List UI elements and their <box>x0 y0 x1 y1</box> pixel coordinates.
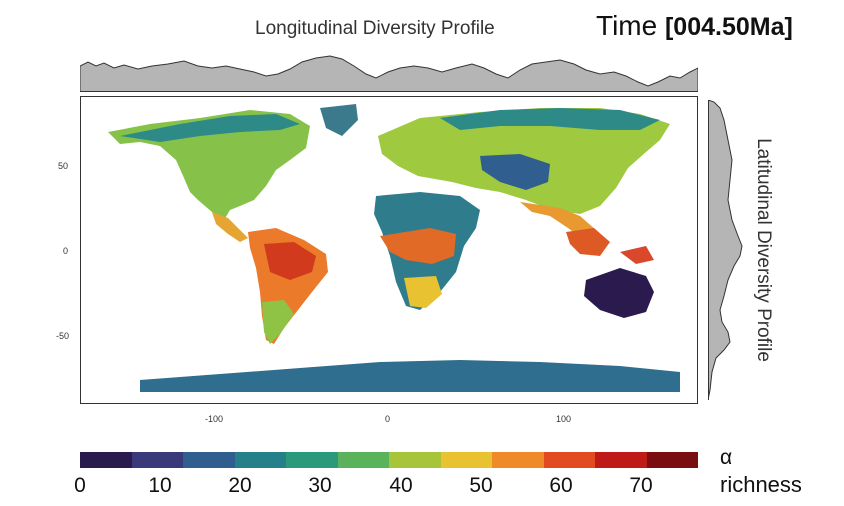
legend-symbol: α <box>720 446 733 469</box>
scale-tick-label: 30 <box>308 474 332 497</box>
amazon-core <box>264 242 316 280</box>
greenland <box>320 104 358 136</box>
scale-tick-label: 50 <box>469 474 493 497</box>
color-scale-segment <box>183 452 235 468</box>
color-scale-segment <box>286 452 338 468</box>
color-scale-segment <box>440 452 492 468</box>
color-scale-segment <box>80 452 132 468</box>
longitudinal-profile-area <box>80 55 698 92</box>
latitudinal-profile <box>708 100 743 400</box>
latitudinal-profile-area <box>708 100 743 400</box>
color-scale-segment <box>492 452 544 468</box>
longitudinal-profile-title: Longitudinal Diversity Profile <box>255 18 495 39</box>
legend-label: richness <box>720 472 802 497</box>
central-asia <box>480 154 550 190</box>
color-scale-segment <box>337 452 389 468</box>
color-scale-segment <box>131 452 183 468</box>
x-tick-label: -100 <box>205 414 224 424</box>
africa-rainforest <box>380 228 456 264</box>
antarctica <box>140 360 680 392</box>
time-display: Time [004.50Ma] <box>596 10 793 42</box>
y-tick-label: 0 <box>63 246 69 256</box>
scale-tick-label: 40 <box>389 474 413 497</box>
scale-tick-label: 70 <box>629 474 653 497</box>
richness-map <box>108 104 680 392</box>
color-scale-segment <box>234 452 286 468</box>
x-tick-label: 100 <box>556 414 572 424</box>
x-tick-label: 0 <box>385 414 391 424</box>
color-scale-segment <box>646 452 698 468</box>
siberia <box>440 108 660 130</box>
north-america-north <box>120 114 300 142</box>
scale-tick-label: 20 <box>228 474 252 497</box>
scale-tick-label: 0 <box>74 474 86 497</box>
africa-south <box>404 276 442 308</box>
color-scale-segment <box>595 452 647 468</box>
southeast-asia <box>566 228 610 256</box>
y-tick-label: -50 <box>56 331 70 341</box>
south-america-south <box>262 300 294 344</box>
scale-tick-label: 60 <box>549 474 573 497</box>
color-scale-segment <box>543 452 595 468</box>
y-tick-label: 50 <box>58 161 69 171</box>
new-guinea <box>620 246 654 264</box>
time-label: Time <box>596 10 658 41</box>
color-scale-segment <box>389 452 441 468</box>
longitudinal-profile <box>80 55 698 92</box>
time-value: [004.50Ma] <box>664 13 793 41</box>
color-scale-bar <box>80 452 698 468</box>
scale-tick-label: 10 <box>148 474 172 497</box>
central-america <box>212 212 248 242</box>
australia <box>584 268 654 318</box>
